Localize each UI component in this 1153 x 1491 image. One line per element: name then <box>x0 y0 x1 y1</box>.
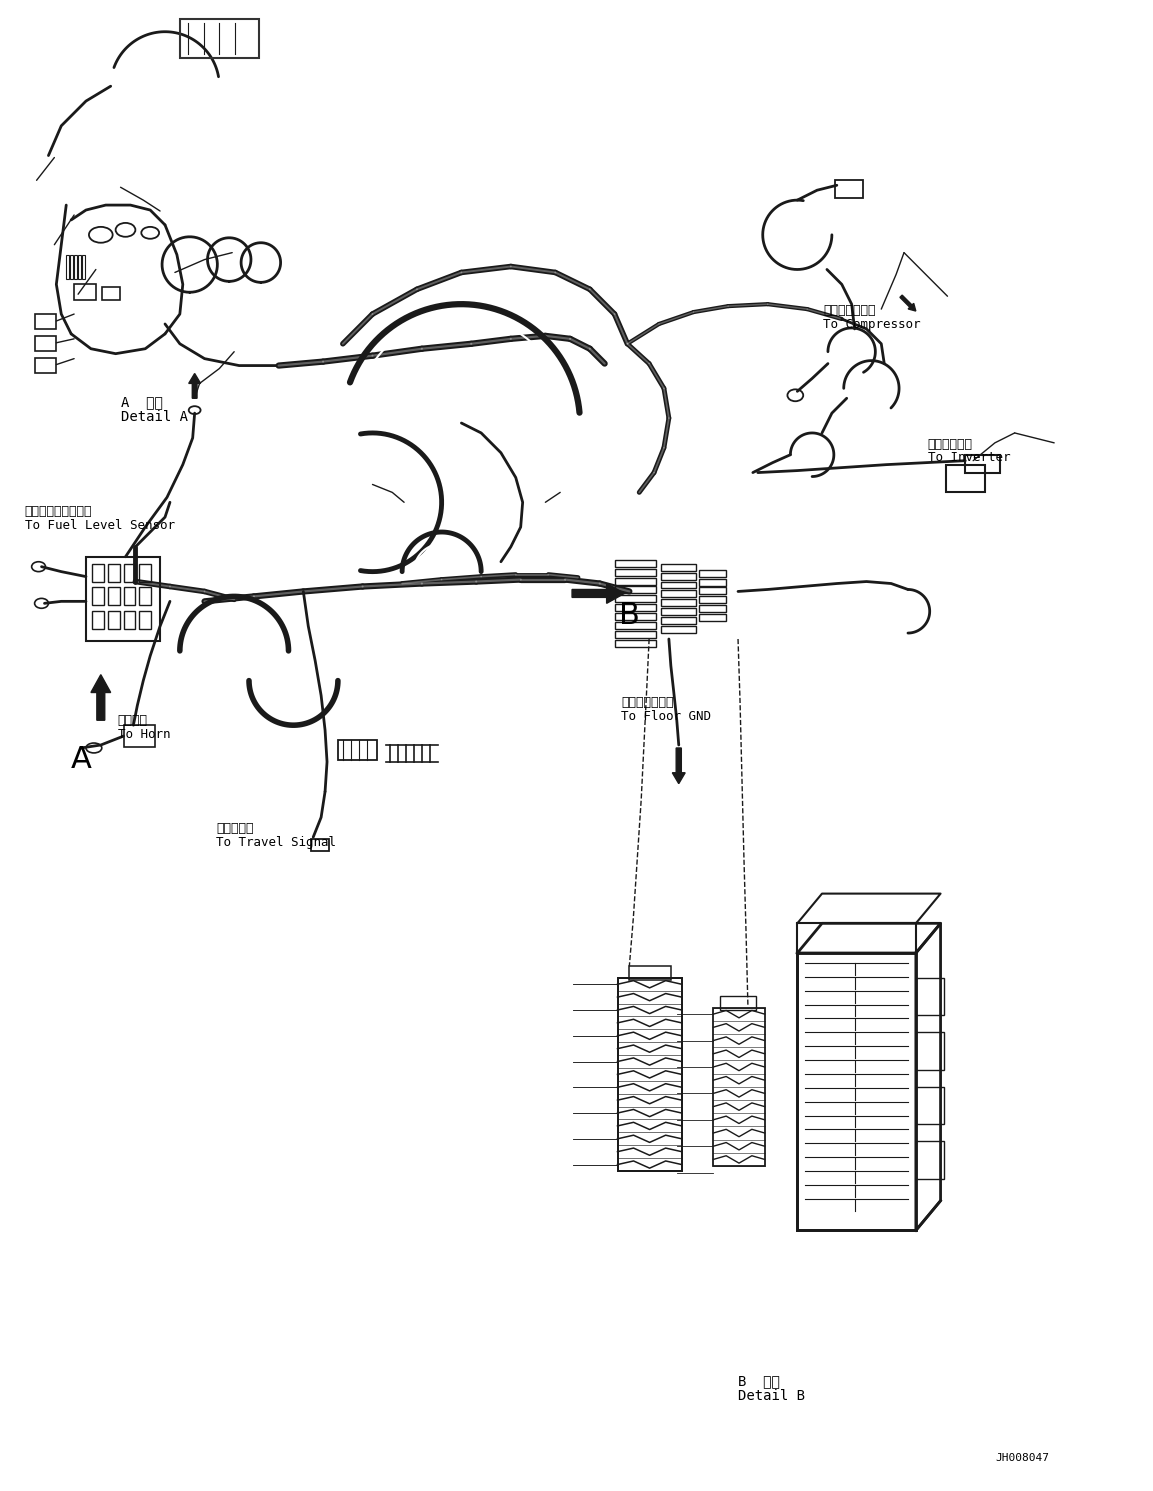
Bar <box>70 255 73 279</box>
Bar <box>798 923 915 953</box>
Bar <box>615 577 656 584</box>
Bar <box>661 617 695 625</box>
Text: 燃料レベルセンサへ: 燃料レベルセンサへ <box>24 505 92 519</box>
Text: Detail A: Detail A <box>121 410 188 423</box>
Bar <box>123 587 135 605</box>
Text: A: A <box>71 746 92 774</box>
Bar <box>721 996 756 1009</box>
Bar <box>661 564 695 571</box>
Text: 走行信号へ: 走行信号へ <box>217 822 254 835</box>
Text: To Floor GND: To Floor GND <box>621 710 711 723</box>
Bar <box>630 966 671 980</box>
Bar <box>965 455 1000 473</box>
Text: Detail B: Detail B <box>738 1390 805 1403</box>
Bar <box>699 587 726 595</box>
Bar <box>714 1008 764 1166</box>
Bar <box>311 839 329 851</box>
Bar <box>661 626 695 634</box>
Text: JH008047: JH008047 <box>995 1454 1049 1463</box>
Bar <box>35 315 56 330</box>
Bar <box>92 587 104 605</box>
Bar <box>35 335 56 350</box>
Text: コンプレッサへ: コンプレッサへ <box>823 304 875 318</box>
Bar <box>107 587 120 605</box>
Bar <box>123 611 135 629</box>
FancyArrow shape <box>189 374 201 398</box>
Bar <box>615 559 656 567</box>
Bar <box>615 640 656 647</box>
Bar <box>74 285 96 300</box>
FancyArrow shape <box>91 674 111 720</box>
Bar <box>107 564 120 581</box>
Bar <box>699 570 726 577</box>
Bar <box>661 581 695 589</box>
FancyArrow shape <box>672 748 685 784</box>
Text: A  詳細: A 詳細 <box>121 395 163 410</box>
Bar <box>615 622 656 629</box>
FancyArrow shape <box>572 583 625 604</box>
Bar <box>338 740 377 760</box>
Bar <box>140 564 151 581</box>
Text: B: B <box>619 601 640 631</box>
Text: インバータへ: インバータへ <box>928 438 973 450</box>
Bar <box>82 255 85 279</box>
Bar <box>615 586 656 593</box>
FancyArrow shape <box>900 295 915 312</box>
Bar <box>699 579 726 586</box>
Bar <box>101 288 120 300</box>
Bar <box>661 608 695 616</box>
Bar <box>615 595 656 602</box>
Bar <box>123 725 156 747</box>
Bar <box>945 465 985 492</box>
Bar <box>835 180 862 198</box>
Bar <box>615 613 656 620</box>
Text: To Travel Signal: To Travel Signal <box>217 835 337 848</box>
Bar <box>915 978 943 1015</box>
Bar <box>615 604 656 611</box>
Bar <box>915 1032 943 1071</box>
Bar <box>699 614 726 622</box>
Bar <box>661 590 695 598</box>
Text: To Horn: To Horn <box>118 728 171 741</box>
Bar <box>35 358 56 373</box>
Bar <box>66 255 69 279</box>
Text: To Compressor: To Compressor <box>823 318 920 331</box>
Bar <box>86 556 160 641</box>
Bar <box>140 587 151 605</box>
Bar <box>180 19 259 58</box>
Bar <box>615 631 656 638</box>
Bar <box>699 596 726 604</box>
Bar <box>92 611 104 629</box>
Bar <box>74 255 77 279</box>
Bar <box>699 605 726 613</box>
Text: フロアアースへ: フロアアースへ <box>621 696 675 710</box>
Bar <box>915 1087 943 1124</box>
Bar <box>915 1141 943 1179</box>
Text: B  詳細: B 詳細 <box>738 1375 779 1388</box>
Bar <box>78 255 81 279</box>
Bar <box>92 564 104 581</box>
Bar <box>140 611 151 629</box>
Bar <box>798 953 915 1230</box>
Text: To Fuel Level Sensor: To Fuel Level Sensor <box>24 519 175 532</box>
Text: ホーンへ: ホーンへ <box>118 714 148 728</box>
Bar <box>661 573 695 580</box>
Bar <box>661 599 695 607</box>
Bar <box>123 564 135 581</box>
Bar <box>618 978 681 1170</box>
Bar <box>107 611 120 629</box>
Bar <box>615 568 656 576</box>
Text: To Inverter: To Inverter <box>928 452 1010 464</box>
